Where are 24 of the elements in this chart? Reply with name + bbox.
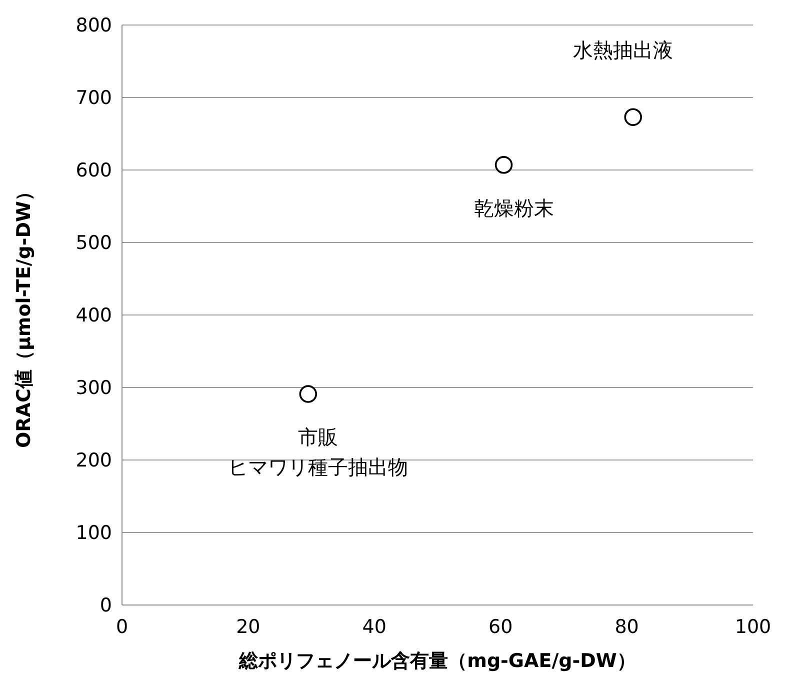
annotation: 乾燥粉末 bbox=[474, 196, 554, 220]
y-tick-label: 700 bbox=[76, 87, 112, 110]
x-tick-label: 60 bbox=[488, 616, 513, 638]
x-axis-title: 総ポリフェノール含有量（mg-GAE/g-DW） bbox=[238, 650, 636, 672]
point bbox=[494, 156, 513, 174]
y-tick-label: 600 bbox=[76, 160, 112, 182]
x-tick-label: 80 bbox=[614, 616, 639, 638]
y-tick-label: 300 bbox=[76, 377, 112, 400]
y-tick-label: 800 bbox=[76, 14, 112, 37]
y-axis-title: ORAC値（µmol-TE/g-DW） bbox=[13, 182, 35, 448]
y-tick-label: 200 bbox=[76, 450, 112, 472]
x-tick-label: 0 bbox=[116, 616, 128, 638]
y-tick-label: 500 bbox=[76, 232, 112, 254]
annotation: ヒマワリ種子抽出物 bbox=[228, 455, 408, 480]
y-tick-label: 100 bbox=[76, 522, 112, 544]
point bbox=[299, 385, 318, 403]
x-tick-label: 100 bbox=[734, 616, 772, 638]
y-tick-label: 400 bbox=[76, 304, 112, 327]
point bbox=[624, 108, 642, 126]
x-tick-label: 20 bbox=[236, 616, 260, 638]
annotation: 水熱抽出液 bbox=[573, 38, 674, 62]
annotation: 市販 bbox=[298, 425, 338, 450]
y-tick-label: 0 bbox=[100, 594, 112, 617]
x-tick-label: 40 bbox=[362, 616, 386, 638]
